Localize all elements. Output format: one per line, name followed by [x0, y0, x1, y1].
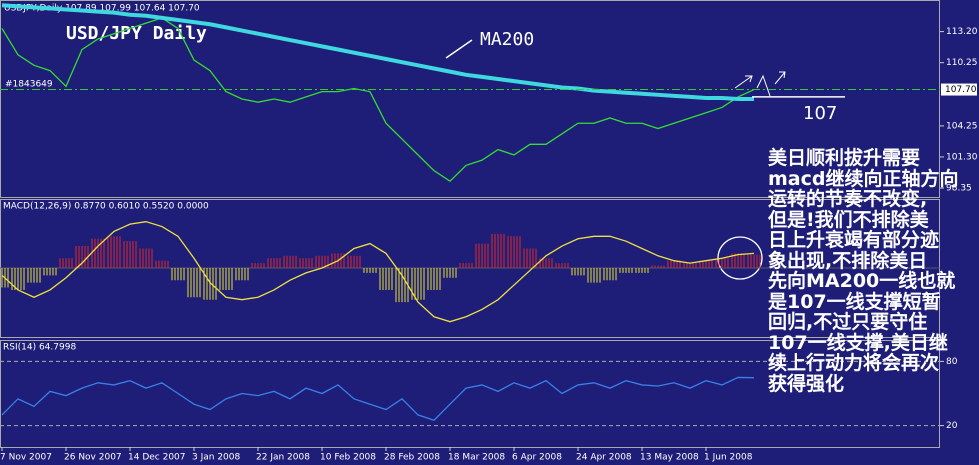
series-line — [1, 17, 755, 183]
y-tick-label: 113.20 — [946, 27, 978, 37]
commentary-line: 107一线支撑,美日继 — [768, 331, 948, 354]
rsi-title: RSI(14) 64.7998 — [3, 343, 76, 353]
chart-title: USD/JPY Daily — [66, 23, 207, 44]
x-tick-label: 18 Mar 2008 — [448, 453, 505, 463]
y-tick-label: 98.35 — [946, 184, 972, 194]
rsi-panel — [0, 340, 940, 448]
y-tick-label: 80 — [946, 357, 958, 367]
macd-title: MACD(12,26,9) 0.8770 0.6010 0.5520 0.000… — [3, 202, 209, 212]
series-line — [1, 3, 754, 102]
x-tick-label: 7 Nov 2007 — [0, 453, 52, 463]
price-panel — [0, 0, 940, 198]
x-tick-label: 6 Apr 2008 — [512, 453, 562, 463]
y-tick-label: 104.25 — [946, 121, 978, 131]
y-tick-label: 101.30 — [946, 152, 978, 162]
commentary-line: 运转的节奏不改变, — [768, 188, 928, 210]
commentary-line: 获得强化 — [768, 372, 845, 395]
x-tick-label: 24 Apr 2008 — [576, 453, 632, 463]
current-price-box — [941, 83, 977, 96]
commentary-line: 日上升衰竭有部分迹 — [768, 229, 940, 251]
commentary-line: 但是!我们不排除美 — [768, 208, 929, 231]
commentary-line: 先向MA200一线也就 — [768, 270, 956, 292]
ma-label: MA200 — [480, 29, 534, 50]
commentary-line: 美日顺利拔升需要 — [768, 147, 921, 169]
order-label: #1843649 — [5, 80, 53, 90]
arrows — [734, 71, 786, 97]
y-tick-label: 20 — [946, 421, 958, 431]
series-line — [1, 221, 755, 323]
series-line — [1, 376, 755, 421]
x-tick-label: 26 Nov 2007 — [64, 453, 122, 463]
x-tick-label: 22 Jan 2008 — [256, 453, 310, 463]
commentary-line: 回归,不过只要守住 — [768, 311, 928, 333]
commentary: 美日顺利拔升需要 macd继续向正轴方向 运转的节奏不改变, 但是!我们不排除美 日上升… — [768, 148, 958, 394]
y-tick-label: 110.25 — [946, 58, 978, 68]
commentary-line: 续上行动力将会再次 — [768, 352, 940, 374]
current-price-label: 107.70 — [945, 85, 977, 95]
symbol-info: USDJPY,Daily 107.89 107.99 107.64 107.70 — [4, 4, 200, 14]
commentary-line: 是107一线支撑短暂 — [768, 290, 941, 313]
x-tick-label: 28 Feb 2008 — [384, 453, 440, 463]
support-label: 107 — [803, 103, 837, 124]
x-tick-label: 10 Feb 2008 — [320, 453, 376, 463]
x-tick-label: 3 Jan 2008 — [192, 453, 240, 463]
x-tick-label: 13 May 2008 — [640, 453, 699, 463]
commentary-line: 象出现,不排除美日 — [768, 249, 928, 272]
x-tick-label: 1 Jun 2008 — [704, 453, 753, 463]
commentary-line: macd继续向正轴方向 — [768, 167, 959, 190]
highlight-circle — [717, 236, 763, 280]
pointer — [445, 39, 473, 59]
x-tick-label: 14 Dec 2007 — [128, 453, 186, 463]
